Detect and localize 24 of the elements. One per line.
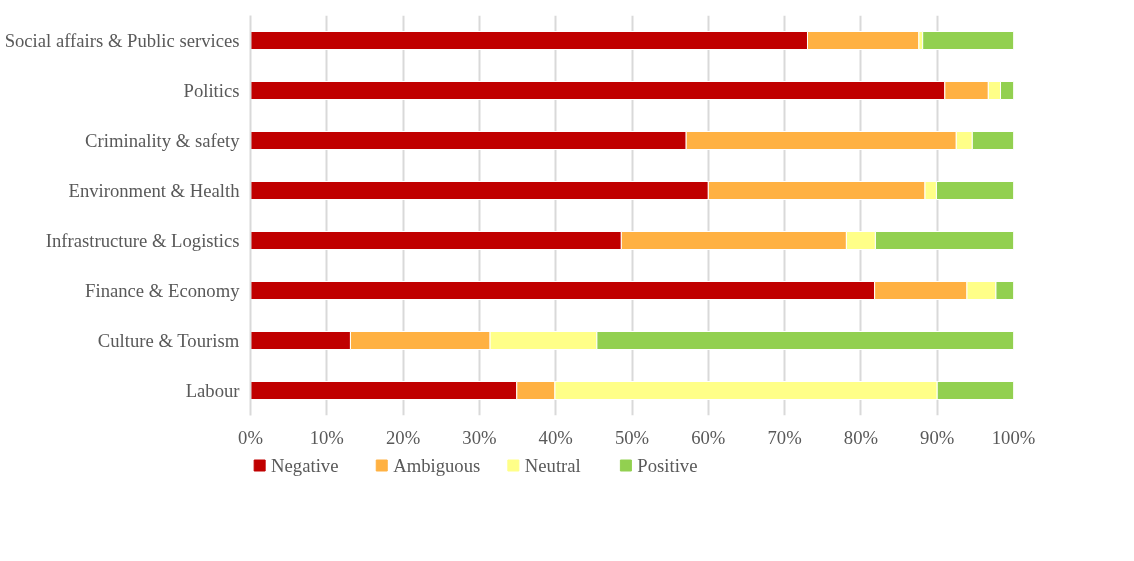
x-tick-label: 70% [767, 426, 802, 448]
x-tick-label: 10% [309, 426, 344, 448]
legend-label: Ambiguous [393, 455, 481, 476]
x-tick-label: 0% [238, 426, 263, 448]
x-tick-label: 50% [614, 426, 650, 448]
x-tick-label: 20% [386, 426, 421, 448]
y-tick-label: Social affairs & Public services [4, 30, 240, 51]
y-tick-label: Criminality & safety [85, 130, 241, 151]
legend-label: Negative [271, 455, 339, 476]
x-tick-label: 80% [843, 426, 878, 448]
y-tick-label: Culture & Tourism [97, 330, 240, 351]
y-tick-label: Labour [185, 380, 241, 401]
x-tick-label: 40% [538, 426, 573, 448]
y-tick-label: Politics [183, 80, 240, 101]
y-tick-label: Finance & Economy [85, 280, 241, 301]
x-tick-label: 90% [920, 426, 955, 448]
y-tick-label: Environment & Health [68, 180, 241, 201]
x-tick-label: 60% [691, 426, 726, 448]
legend-label: Positive [637, 455, 698, 476]
bar [922, 31, 1014, 50]
x-tick-label: 30% [462, 426, 497, 448]
legend-label: Neutral [524, 455, 581, 476]
x-tick-label: 100% [991, 426, 1036, 448]
y-tick-label: Infrastructure & Logistics [45, 230, 240, 251]
